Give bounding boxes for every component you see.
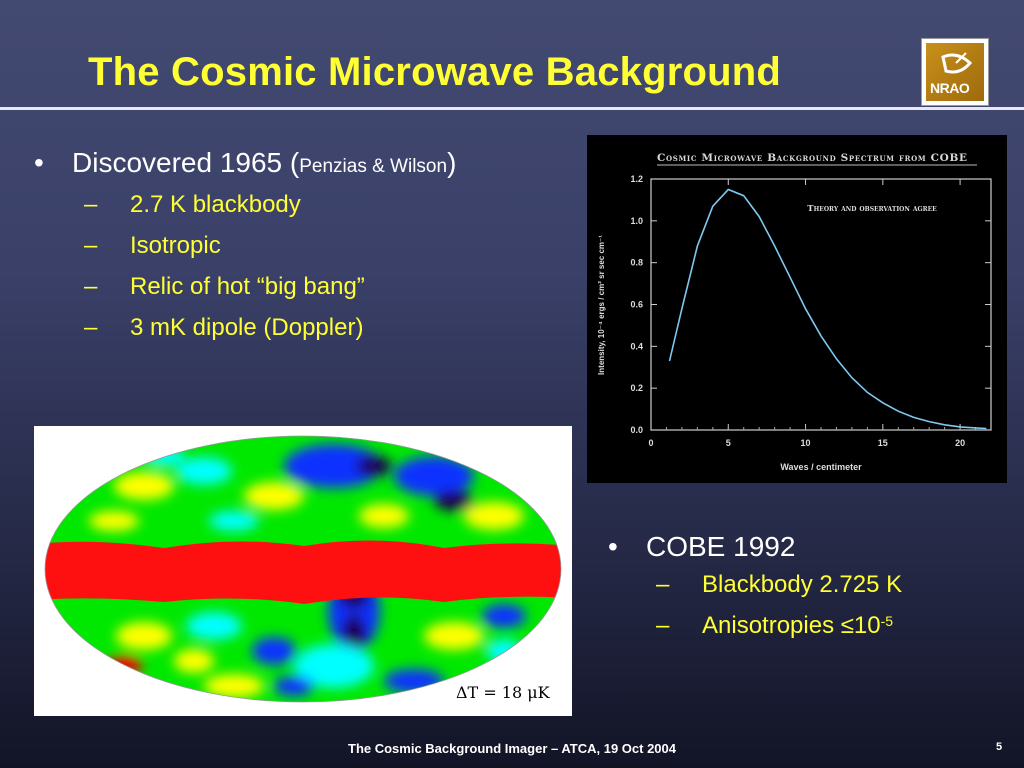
anisotropy-blob	[114, 472, 174, 500]
x-tick-label: 10	[801, 438, 811, 448]
anisotropy-blob	[244, 482, 304, 510]
anisotropy-blob	[274, 676, 314, 696]
y-tick-label: 1.2	[630, 174, 643, 184]
plot-frame	[650, 178, 992, 431]
anisotropy-blob	[174, 649, 214, 673]
y-tick-label: 0.8	[630, 258, 643, 268]
anisotropy-blob	[294, 644, 374, 688]
discoverers: Penzias & Wilson	[299, 156, 448, 177]
bullet-discovered: • Discovered 1965 (Penzias & Wilson)	[34, 147, 457, 178]
anisotropy-blob	[464, 502, 524, 530]
anisotropy-blob	[144, 446, 184, 466]
anisotropy-blob	[89, 511, 139, 531]
x-tick-label: 20	[955, 438, 965, 448]
anisotropy-blob	[186, 612, 242, 640]
radio-telescope-icon	[941, 52, 973, 74]
sky-map-svg: ΔT = 18 μK	[44, 435, 562, 703]
anisotropy-blob	[482, 604, 526, 628]
bullet-cobe: • COBE 1992	[608, 531, 796, 562]
slide-footer: The Cosmic Background Imager – ATCA, 19 …	[348, 741, 676, 756]
cobe-spectrum-chart: Cosmic Microwave Background Spectrum fro…	[587, 135, 1007, 483]
anisotropy-blob	[359, 504, 409, 528]
title-divider	[0, 107, 1024, 110]
anisotropy-blob	[204, 674, 264, 698]
anisotropy-blob	[252, 637, 296, 665]
chart-svg: Cosmic Microwave Background Spectrum fro…	[597, 152, 992, 472]
sub-bullet: – Blackbody 2.725 K	[656, 571, 903, 598]
slide-title: The Cosmic Microwave Background	[88, 50, 782, 94]
x-tick-label: 15	[878, 438, 888, 448]
discovery-bullets: • Discovered 1965 (Penzias & Wilson) –2.7…	[34, 146, 456, 348]
y-tick-label: 0.2	[630, 383, 643, 393]
sub-bullet: –3 mK dipole (Doppler)	[84, 314, 364, 341]
y-axis-label: Intensity, 10⁻⁴ ergs / cm² sr sec cm⁻¹	[597, 235, 606, 375]
spectrum-curve	[668, 188, 987, 430]
chart-title: Cosmic Microwave Background Spectrum fro…	[657, 152, 967, 164]
sub-bullet: – Anisotropies ≤10-5	[656, 612, 894, 639]
galactic-plane	[45, 540, 561, 604]
anisotropy-blob	[394, 456, 474, 496]
sub-bullet: – Isotropic	[84, 232, 221, 259]
page-number: 5	[996, 741, 1003, 753]
anisotropy-blob	[209, 511, 259, 531]
y-tick-label: 1.0	[630, 216, 643, 226]
anisotropy-blob	[424, 622, 484, 650]
nrao-logo: NRAO	[921, 38, 989, 106]
cobe-bullets: • COBE 1992 – Blackbody 2.725 K – Anisotrop…	[608, 530, 902, 646]
bullet-dot: •	[34, 147, 44, 178]
anisotropy-blob	[356, 456, 392, 476]
logo-text: NRAO	[930, 80, 970, 96]
sub-bullet: – Relic of hot “big bang”	[84, 273, 365, 300]
anisotropy-blob	[176, 457, 232, 485]
anisotropy-blob	[434, 491, 474, 511]
x-tick-label: 5	[726, 438, 731, 448]
x-axis-label: Waves / centimeter	[780, 462, 862, 472]
anisotropy-blob	[106, 656, 142, 676]
y-tick-label: 0.6	[630, 300, 643, 310]
anisotropy-blob	[486, 639, 522, 663]
cobe-sky-map: ΔT = 18 μK	[34, 426, 572, 716]
y-tick-label: 0.0	[630, 425, 643, 435]
sub-bullet: –2.7 K blackbody	[84, 191, 301, 218]
temperature-scale-label: ΔT = 18 μK	[456, 683, 551, 702]
x-tick-label: 0	[648, 438, 653, 448]
anisotropy-blob	[284, 444, 384, 488]
y-tick-label: 0.4	[630, 341, 643, 351]
chart-annotation: Theory and observation agree	[807, 204, 937, 214]
anisotropy-blob	[116, 622, 172, 650]
